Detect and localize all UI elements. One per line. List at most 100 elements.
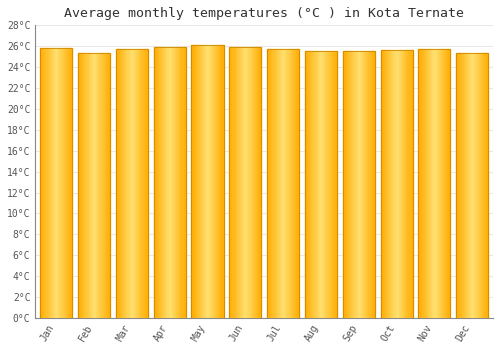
Bar bbox=[123, 49, 124, 318]
Bar bbox=[130, 49, 132, 318]
Bar bbox=[483, 54, 484, 318]
Bar bbox=[431, 49, 432, 318]
Bar bbox=[161, 47, 162, 318]
Bar bbox=[456, 54, 488, 318]
Bar bbox=[342, 51, 375, 318]
Bar bbox=[253, 47, 254, 318]
Bar bbox=[436, 49, 438, 318]
Bar bbox=[469, 54, 470, 318]
Bar bbox=[96, 54, 97, 318]
Bar bbox=[254, 47, 255, 318]
Bar bbox=[140, 49, 141, 318]
Bar bbox=[120, 49, 121, 318]
Bar bbox=[382, 50, 384, 318]
Bar bbox=[324, 51, 325, 318]
Bar bbox=[116, 49, 148, 318]
Bar bbox=[358, 51, 359, 318]
Bar bbox=[230, 47, 232, 318]
Bar bbox=[182, 47, 184, 318]
Bar bbox=[312, 51, 314, 318]
Bar bbox=[282, 49, 283, 318]
Bar bbox=[184, 47, 186, 318]
Bar bbox=[286, 49, 288, 318]
Bar bbox=[481, 54, 482, 318]
Bar bbox=[305, 51, 337, 318]
Bar bbox=[51, 48, 52, 318]
Bar bbox=[206, 45, 208, 318]
Bar bbox=[321, 51, 322, 318]
Bar bbox=[202, 45, 203, 318]
Bar bbox=[427, 49, 428, 318]
Bar bbox=[460, 54, 462, 318]
Bar bbox=[243, 47, 244, 318]
Bar bbox=[342, 51, 375, 318]
Bar bbox=[86, 54, 88, 318]
Bar bbox=[472, 54, 474, 318]
Bar bbox=[40, 48, 41, 318]
Bar bbox=[396, 50, 398, 318]
Bar bbox=[174, 47, 175, 318]
Bar bbox=[192, 45, 194, 318]
Bar bbox=[50, 48, 51, 318]
Bar bbox=[208, 45, 210, 318]
Bar bbox=[134, 49, 135, 318]
Bar bbox=[48, 48, 50, 318]
Bar bbox=[296, 49, 297, 318]
Bar bbox=[418, 49, 450, 318]
Bar bbox=[420, 49, 422, 318]
Bar bbox=[392, 50, 394, 318]
Bar bbox=[46, 48, 48, 318]
Bar bbox=[62, 48, 64, 318]
Bar bbox=[429, 49, 430, 318]
Bar bbox=[482, 54, 483, 318]
Bar bbox=[370, 51, 372, 318]
Bar bbox=[232, 47, 234, 318]
Bar bbox=[192, 45, 224, 318]
Bar bbox=[471, 54, 472, 318]
Bar bbox=[335, 51, 336, 318]
Bar bbox=[363, 51, 364, 318]
Bar bbox=[410, 50, 412, 318]
Bar bbox=[348, 51, 349, 318]
Bar bbox=[168, 47, 170, 318]
Bar bbox=[138, 49, 140, 318]
Bar bbox=[322, 51, 323, 318]
Bar bbox=[268, 49, 269, 318]
Bar bbox=[116, 49, 117, 318]
Bar bbox=[386, 50, 387, 318]
Bar bbox=[246, 47, 248, 318]
Bar bbox=[42, 48, 43, 318]
Bar bbox=[122, 49, 123, 318]
Bar bbox=[380, 50, 382, 318]
Bar bbox=[466, 54, 467, 318]
Bar bbox=[349, 51, 350, 318]
Bar bbox=[117, 49, 118, 318]
Bar bbox=[66, 48, 67, 318]
Bar bbox=[445, 49, 446, 318]
Bar bbox=[430, 49, 431, 318]
Bar bbox=[323, 51, 324, 318]
Bar bbox=[236, 47, 238, 318]
Bar bbox=[484, 54, 485, 318]
Bar bbox=[84, 54, 86, 318]
Bar bbox=[464, 54, 466, 318]
Bar bbox=[229, 47, 262, 318]
Bar bbox=[252, 47, 253, 318]
Bar bbox=[474, 54, 476, 318]
Bar bbox=[55, 48, 56, 318]
Bar bbox=[163, 47, 164, 318]
Bar bbox=[198, 45, 199, 318]
Bar bbox=[361, 51, 362, 318]
Bar bbox=[308, 51, 309, 318]
Bar bbox=[285, 49, 286, 318]
Bar bbox=[90, 54, 92, 318]
Bar bbox=[283, 49, 284, 318]
Bar bbox=[144, 49, 146, 318]
Bar bbox=[43, 48, 44, 318]
Bar bbox=[164, 47, 166, 318]
Bar bbox=[374, 51, 375, 318]
Bar bbox=[281, 49, 282, 318]
Bar bbox=[192, 45, 224, 318]
Bar bbox=[98, 54, 100, 318]
Bar bbox=[159, 47, 160, 318]
